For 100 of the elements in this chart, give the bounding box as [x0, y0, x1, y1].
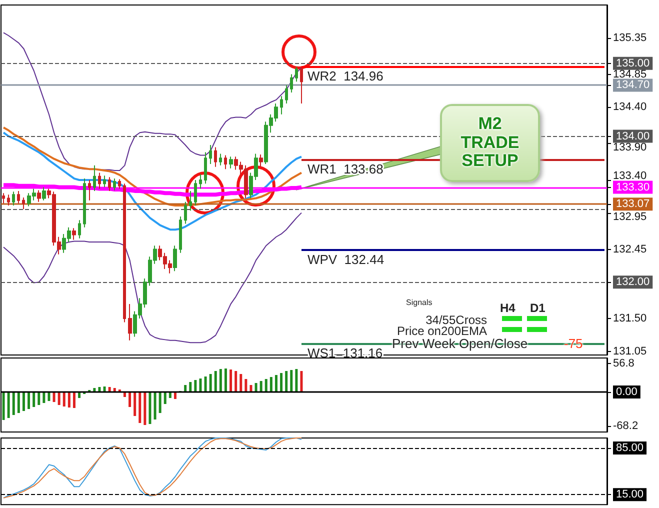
- bar: [154, 392, 156, 420]
- bar: [224, 368, 227, 392]
- bar: [32, 392, 36, 407]
- candlestick: [128, 303, 132, 341]
- y-tick-label: 134.85: [613, 68, 647, 80]
- bar: [194, 380, 197, 392]
- bar: [230, 370, 232, 392]
- candlestick: [295, 66, 298, 82]
- bar: [12, 392, 15, 415]
- bar: [7, 392, 10, 418]
- bar: [2, 392, 5, 420]
- candlestick: [219, 153, 222, 166]
- y-tick-label: 133.30: [616, 181, 650, 194]
- bar: [234, 371, 238, 392]
- candlestick: [93, 164, 96, 192]
- bar: [300, 371, 303, 392]
- y-tick-label: 132.95: [613, 210, 647, 223]
- candlestick: [204, 152, 207, 184]
- candlestick: [88, 180, 91, 201]
- y-tick-label: 134.40: [613, 101, 647, 114]
- candlestick: [17, 190, 20, 204]
- candlestick: [113, 178, 116, 191]
- candlestick: [194, 180, 197, 206]
- candlestick: [12, 191, 15, 206]
- y-tick-label: 133.90: [613, 142, 647, 154]
- bar: [189, 382, 192, 392]
- candlestick: [123, 183, 126, 323]
- candlestick: [72, 228, 76, 240]
- line-series: [2, 132, 302, 231]
- candlestick: [103, 175, 106, 188]
- candlestick: [290, 74, 293, 93]
- y-tick-label: 133.40: [613, 170, 647, 182]
- bar: [158, 392, 162, 413]
- bar: [270, 377, 272, 392]
- bar: [103, 386, 106, 392]
- bar: [42, 392, 46, 403]
- y-tick-label: 135.35: [613, 32, 647, 44]
- bar: [72, 392, 76, 408]
- candlestick: [189, 190, 192, 212]
- bar: [148, 392, 152, 424]
- bar: [68, 392, 70, 408]
- bar: [214, 371, 217, 392]
- ref-line-label: WR2 134.96: [307, 68, 384, 84]
- candlestick: [179, 216, 182, 254]
- bar: [128, 392, 132, 407]
- bar: [52, 392, 56, 402]
- y-tick-label: 85.00: [616, 442, 644, 454]
- candlestick: [184, 201, 187, 224]
- line-series: [3, 212, 302, 344]
- bar: [260, 381, 262, 392]
- bar: [17, 392, 20, 413]
- candlestick: [22, 197, 25, 210]
- y-tick-label: 133.07: [616, 198, 650, 210]
- candlestick: [300, 67, 303, 104]
- bar: [254, 383, 258, 392]
- y-tick-label: 134.70: [616, 79, 650, 92]
- bar: [144, 392, 146, 425]
- candlestick: [285, 84, 288, 104]
- y-tick-label: 56.8: [613, 358, 634, 370]
- bar: [244, 379, 248, 392]
- annotation: 34/55Cross: [426, 313, 487, 327]
- candlestick: [78, 220, 81, 239]
- bar: [108, 387, 111, 392]
- candlestick: [209, 144, 212, 164]
- line-series: [3, 438, 302, 498]
- candlestick: [280, 96, 283, 115]
- candlestick: [214, 146, 217, 168]
- y-tick-label: 132.00: [616, 276, 650, 288]
- candlestick: [173, 245, 177, 272]
- annotation: Price on200EMA: [396, 324, 487, 338]
- bar: [274, 375, 278, 392]
- bar: [138, 392, 142, 423]
- bar: [285, 371, 288, 392]
- bar: [209, 374, 212, 392]
- candlestick: [98, 172, 101, 190]
- bar: [62, 392, 66, 406]
- annotation: H4: [500, 301, 516, 315]
- y-tick-label: 0.00: [616, 386, 638, 398]
- y-tick-label: 15.00: [616, 488, 644, 501]
- bar: [264, 379, 268, 392]
- bar: [28, 392, 30, 409]
- y-tick-label: 132.45: [613, 243, 647, 256]
- bar: [58, 392, 60, 405]
- bar: [240, 374, 242, 392]
- candlestick: [118, 178, 121, 190]
- bar: [204, 376, 207, 392]
- candlestick: [229, 156, 233, 169]
- y-tick-label: 135.00: [616, 57, 650, 70]
- bar: [280, 373, 283, 392]
- bar: [250, 385, 252, 392]
- y-tick-label: 131.05: [613, 345, 647, 358]
- bar: [290, 370, 293, 392]
- callout-box: M2 TRADE SETUP: [440, 104, 540, 182]
- y-tick-label: -68.2: [613, 420, 638, 432]
- bar: [184, 385, 187, 392]
- bar: [22, 392, 25, 411]
- bar: [219, 369, 222, 392]
- annotation: Signals: [406, 298, 432, 307]
- candlestick: [7, 194, 10, 206]
- candlestick: [224, 154, 227, 170]
